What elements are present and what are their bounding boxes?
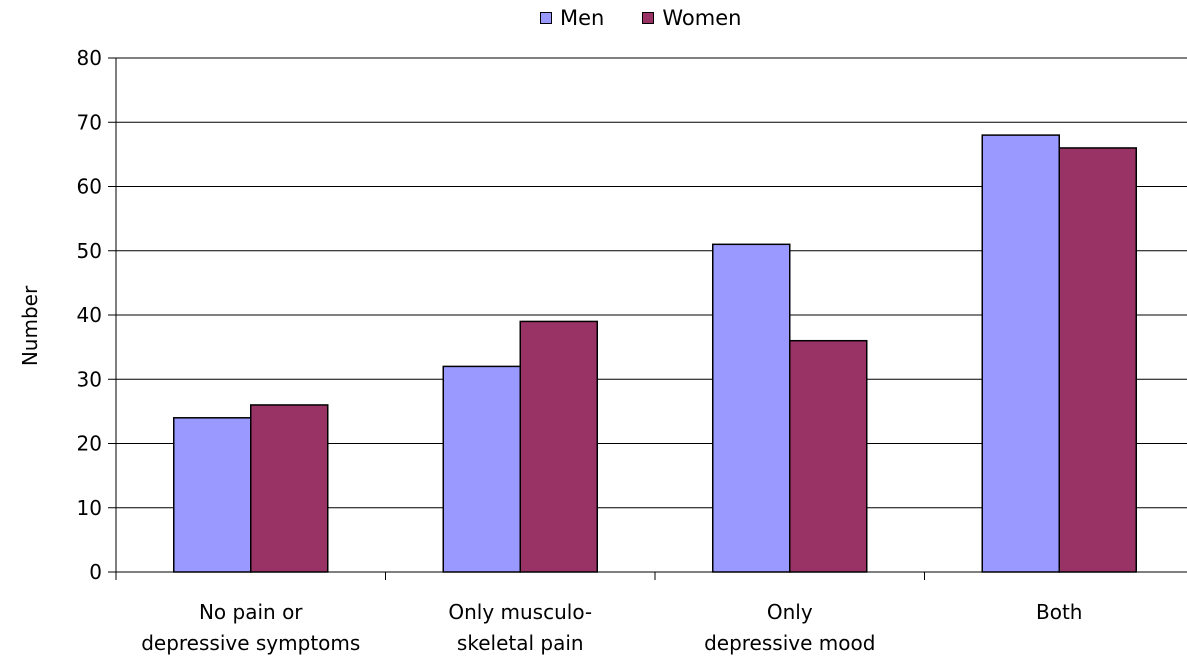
y-tick-label-0: 0 [89, 560, 102, 584]
legend-item-men: Men [540, 6, 604, 30]
bar-men-2 [712, 243, 791, 573]
legend-label-men: Men [560, 6, 605, 30]
x-tick-label-3: Both [1036, 600, 1083, 624]
x-tick-label-2: Only depressive mood [704, 600, 876, 655]
legend-item-women: Women [642, 6, 741, 30]
legend-swatch-women [642, 12, 655, 24]
bar-women-0 [250, 404, 329, 573]
y-tick-label-10: 10 [77, 496, 102, 520]
y-tick-label-60: 60 [77, 175, 102, 199]
y-tick-label-50: 50 [77, 239, 102, 263]
bar-men-1 [442, 365, 521, 573]
y-tick-label-40: 40 [77, 303, 102, 327]
y-tick-label-30: 30 [77, 367, 102, 391]
x-tick-label-0: No pain or depressive symptoms [141, 600, 361, 655]
y-tick-label-20: 20 [77, 432, 102, 456]
legend-label-women: Women [662, 6, 742, 30]
legend-swatch-men [540, 12, 552, 24]
x-tick-label-1: Only musculo- skeletal pain [448, 600, 593, 655]
bar-women-2 [789, 339, 868, 573]
legend: Men Women [540, 6, 741, 30]
y-tick-label-80: 80 [77, 46, 102, 70]
bar-women-1 [519, 320, 598, 573]
bar-women-3 [1058, 147, 1137, 573]
y-tick-label-70: 70 [77, 110, 102, 134]
bar-men-0 [173, 417, 252, 573]
bar-men-3 [981, 134, 1060, 573]
